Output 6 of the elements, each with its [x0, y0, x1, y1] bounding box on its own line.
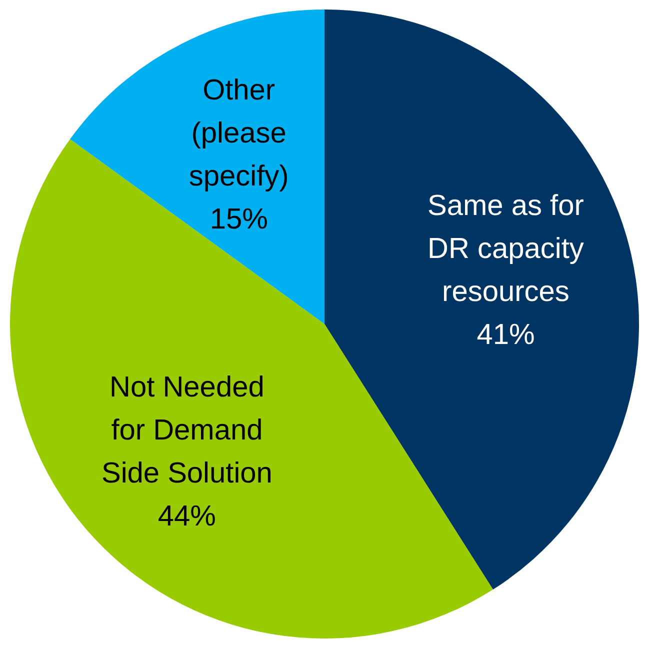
slice-label: Other (please specify): [188, 74, 289, 192]
data-label: 15%: [210, 203, 268, 236]
data-label: 41%: [476, 318, 535, 351]
slice-label: Not Needed for Demand Side Solution: [101, 372, 272, 490]
data-label: 44%: [158, 500, 216, 533]
slice-label: Same as for DR capacity resources: [428, 190, 584, 308]
